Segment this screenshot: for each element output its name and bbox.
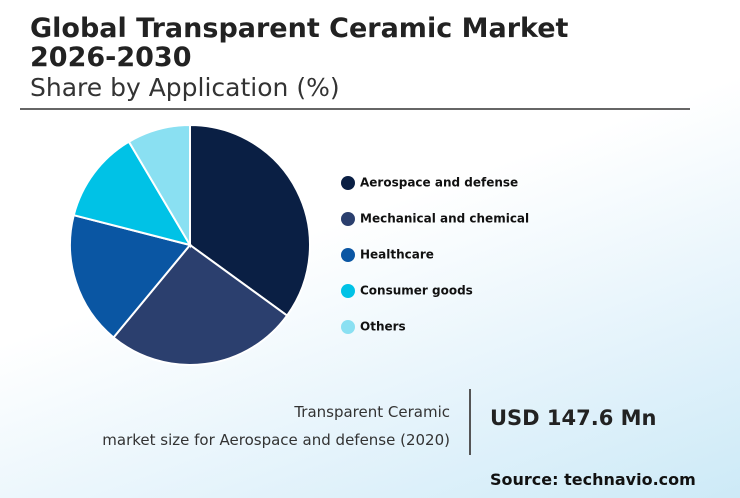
legend-label: Mechanical and chemical	[360, 212, 529, 226]
caption-line: market size for Aerospace and defense (2…	[102, 431, 450, 449]
legend-marker	[341, 248, 355, 262]
legend-label: Aerospace and defense	[360, 176, 518, 190]
pie-slice	[189, 123, 311, 317]
pie-slice	[127, 123, 191, 249]
chart-title: Global Transparent Ceramic Market 2026-2…	[30, 13, 569, 73]
legend-label: Healthcare	[360, 248, 434, 262]
caption-line: Transparent Ceramic	[294, 403, 450, 421]
legend-marker	[341, 176, 355, 190]
legend-label: Others	[360, 320, 406, 334]
highlight-value: USD 147.6 Mn	[490, 406, 657, 430]
legend-marker	[341, 212, 355, 226]
legend-label: Consumer goods	[360, 284, 473, 298]
caption: Transparent Ceramic market size for Aero…	[102, 398, 450, 454]
chart-subtitle: Share by Application (%)	[30, 73, 340, 102]
pie-slice	[112, 243, 289, 366]
source: Source: technavio.com	[490, 470, 696, 489]
divider	[20, 108, 690, 110]
legend: Aerospace and defense Mechanical and chem…	[341, 176, 529, 334]
legend-marker	[341, 284, 355, 298]
pie-slice	[69, 213, 192, 339]
divider	[469, 389, 471, 455]
legend-marker	[341, 320, 355, 334]
pie-slice	[72, 140, 193, 247]
